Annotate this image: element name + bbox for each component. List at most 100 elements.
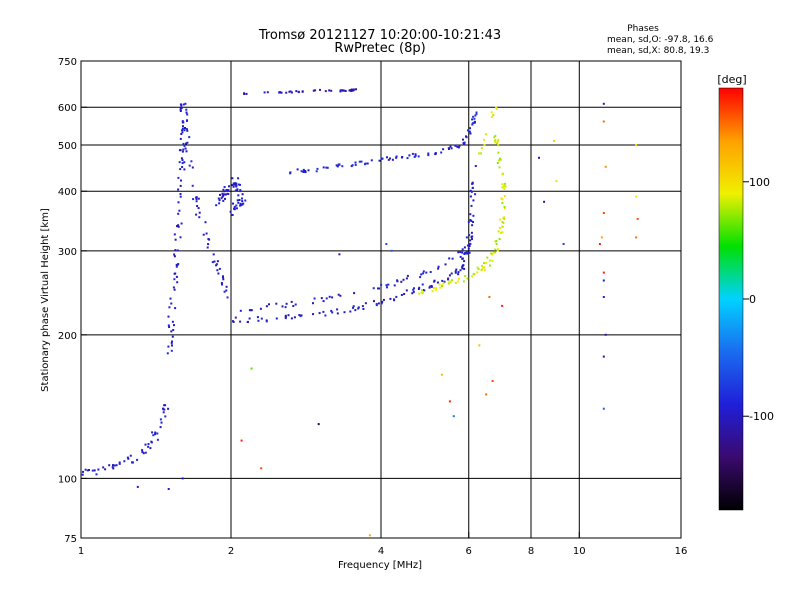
echo-point — [257, 319, 260, 322]
echo-point — [235, 184, 238, 187]
echo-point — [136, 485, 139, 488]
echo-point — [428, 286, 431, 289]
echo-point — [225, 285, 228, 288]
echo-point — [484, 133, 487, 136]
echo-point — [219, 193, 221, 196]
echo-point — [86, 469, 89, 472]
echo-point — [385, 284, 388, 287]
echo-point — [150, 440, 153, 443]
echo-point — [481, 267, 484, 270]
echo-point — [183, 168, 186, 171]
echo-point — [497, 230, 500, 233]
echo-point — [492, 114, 495, 116]
echo-point — [285, 91, 288, 94]
echo-point — [217, 197, 220, 200]
echo-point — [160, 421, 163, 424]
echo-point — [179, 193, 182, 195]
echo-point — [495, 242, 498, 245]
echo-point — [167, 315, 170, 318]
echo-point — [494, 134, 497, 137]
echo-point — [147, 443, 150, 445]
echo-point — [172, 329, 175, 331]
echo-point — [471, 186, 474, 189]
echo-point — [485, 393, 488, 396]
echo-point — [131, 461, 133, 464]
echo-point — [451, 257, 454, 260]
echo-point — [454, 271, 457, 274]
echo-point — [297, 90, 300, 93]
echo-point — [486, 256, 489, 259]
echo-point — [275, 317, 278, 320]
echo-point — [467, 251, 470, 254]
echo-point — [499, 158, 502, 161]
echo-point — [226, 296, 229, 299]
echo-point — [447, 282, 450, 285]
echo-point — [471, 123, 474, 126]
echo-point — [330, 309, 333, 312]
echo-point — [231, 177, 234, 180]
echo-point — [420, 291, 423, 294]
echo-point — [173, 324, 175, 327]
echo-point — [176, 225, 178, 228]
echo-point — [470, 220, 473, 222]
echo-point — [237, 183, 240, 186]
echo-point — [501, 198, 504, 201]
echo-point — [236, 199, 239, 202]
y-axis-label: Stationary phase Virtual Height [km] — [40, 208, 51, 392]
echo-point — [483, 262, 485, 265]
echo-point — [268, 303, 270, 306]
echo-point — [263, 91, 266, 94]
colorbar — [718, 87, 744, 511]
echo-point — [167, 488, 170, 490]
echo-point — [341, 89, 344, 92]
echo-point — [442, 148, 445, 151]
echo-point — [226, 189, 228, 192]
echo-point — [173, 253, 176, 256]
echo-point — [171, 335, 174, 338]
echo-point — [312, 302, 314, 305]
echo-point — [186, 113, 189, 116]
echo-point — [195, 196, 198, 199]
echo-point — [473, 117, 476, 120]
echo-point — [352, 306, 354, 309]
echo-point — [178, 161, 181, 164]
echo-point — [225, 289, 228, 292]
echo-point — [336, 165, 339, 168]
echo-point — [495, 106, 497, 109]
y-axis-ticks: 75 100 200 300 400 500 600 750 — [58, 57, 87, 545]
echo-point — [290, 91, 293, 94]
echo-point — [436, 281, 439, 284]
echo-point — [433, 279, 436, 282]
echo-point — [396, 280, 399, 283]
echo-point — [464, 275, 467, 277]
echo-point — [180, 107, 183, 109]
echo-point — [423, 289, 426, 292]
echo-point — [421, 283, 424, 286]
echo-point — [232, 321, 235, 323]
echo-point — [95, 473, 98, 476]
echo-point — [81, 473, 84, 476]
echo-point — [463, 267, 466, 270]
echo-point — [468, 245, 471, 247]
echo-point — [314, 89, 317, 92]
echo-point — [180, 222, 183, 225]
echo-point — [380, 158, 383, 160]
echo-point — [180, 133, 183, 135]
echo-point — [473, 121, 476, 124]
echo-point — [164, 415, 167, 418]
echo-point — [312, 89, 315, 92]
echo-point — [418, 292, 421, 295]
echo-point — [418, 286, 421, 289]
echo-point — [227, 189, 230, 192]
echo-point — [405, 289, 408, 292]
echo-point — [481, 264, 483, 267]
echo-point — [493, 140, 496, 142]
echo-point — [503, 187, 506, 190]
echo-point — [290, 317, 293, 320]
echo-point — [602, 120, 605, 123]
echo-point — [444, 263, 447, 266]
echo-point — [490, 111, 493, 114]
echo-point — [302, 171, 305, 173]
echo-point — [287, 314, 290, 317]
echo-point — [118, 461, 121, 464]
